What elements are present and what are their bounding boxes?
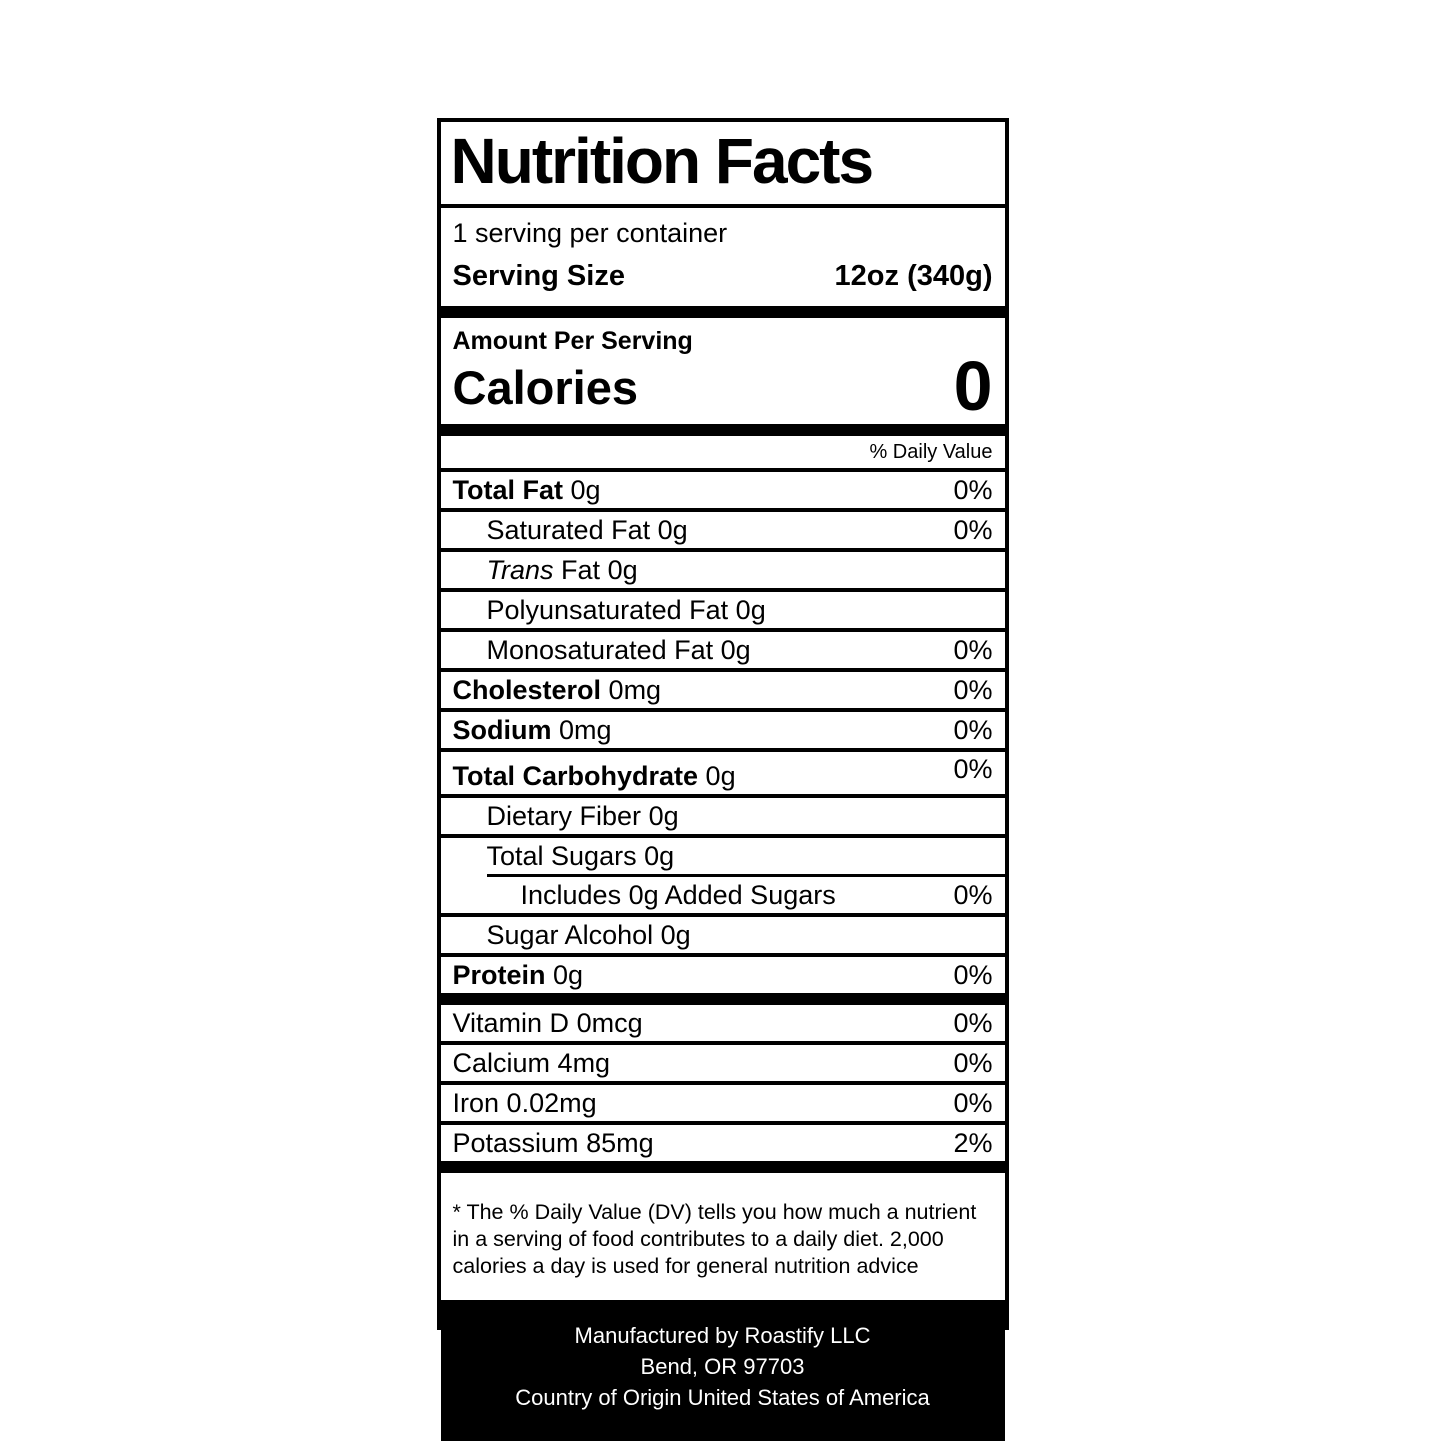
nutrient-name: Total Fat 0g [452,475,601,505]
nutrient-row-box: Sugar Alcohol 0g [440,917,1005,953]
vitamin-row-box: Potassium 85mg 2% [440,1125,1005,1161]
daily-value-pct: 0% [953,754,993,784]
nutrient-row-box: Dietary Fiber 0g [440,798,1005,834]
nutrient-name: Monosaturated Fat 0g [486,635,751,665]
nutrient-row-box: Total Sugars 0g Includes 0g Added Sugars 0… [440,838,1005,913]
nutrient-row: Polyunsaturated Fat 0g [441,592,1005,628]
vitamin-row-box: Vitamin D 0mcg 0% [440,1005,1005,1041]
label-title: Nutrition Facts [450,125,875,197]
nutrient-row-box: Sodium 0mg 0% [440,712,1005,748]
nutrient-name: Trans Fat 0g [486,555,638,585]
sub-separator [486,874,1005,877]
daily-value-pct: 0% [953,515,993,545]
vitamin-row-box: Calcium 4mg 0% [440,1045,1005,1081]
nutrient-row: Calcium 4mg 0% [441,1045,1005,1081]
vitamin-rows: Vitamin D 0mcg 0% Calcium 4mg 0% Iron 0.02mg… [440,1005,1005,1161]
daily-value-pct: 0% [953,1088,993,1118]
daily-value-pct: 0% [953,1008,993,1038]
daily-value-pct: 0% [953,635,993,665]
nutrient-name: Saturated Fat 0g [486,515,688,545]
calories-row: Calories 0 [452,347,993,425]
nutrient-row: Potassium 85mg 2% [441,1125,1005,1161]
nutrient-row: Iron 0.02mg 0% [441,1085,1005,1121]
calories-value: 0 [953,347,993,425]
nutrient-row: Total Carbohydrate 0g 0% [441,752,1005,794]
nutrient-name: Potassium 85mg [452,1128,654,1158]
nutrient-name: Includes 0g Added Sugars [520,880,836,910]
nutrient-row-box: Polyunsaturated Fat 0g [440,592,1005,628]
nutrient-row: Vitamin D 0mcg 0% [441,1005,1005,1041]
footer-line: Bend, OR 97703 [640,1354,805,1379]
daily-value-header: % Daily Value [440,436,1005,468]
nutrient-row-box: Protein 0g 0% [440,957,1005,993]
nutrient-name: Total Carbohydrate 0g [452,761,736,791]
nutrient-name: Dietary Fiber 0g [486,801,679,831]
footer-line: Country of Origin United States of Ameri… [515,1385,930,1410]
nutrient-row-box: Trans Fat 0g [440,552,1005,588]
daily-value-pct: 0% [953,960,993,990]
nutrient-row: Sugar Alcohol 0g [441,917,1005,953]
nutrient-row-box: Total Carbohydrate 0g 0% [440,752,1005,794]
nutrient-name: Polyunsaturated Fat 0g [486,595,766,625]
manufacturer-footer: Manufactured by Roastify LLC Bend, OR 977… [440,1304,1005,1441]
nutrient-row: Dietary Fiber 0g [441,798,1005,834]
footer-line: Manufactured by Roastify LLC [574,1323,871,1348]
vitamin-row-box: Iron 0.02mg 0% [440,1085,1005,1121]
nutrient-name: Sodium 0mg [452,715,612,745]
daily-value-pct: 0% [953,675,993,705]
calories-label: Calories [452,361,638,414]
nutrient-row: Sodium 0mg 0% [441,712,1005,748]
serving-panel: 1 serving per container Serving Size 12o… [440,208,1005,306]
nutrient-row: Total Sugars 0g [441,838,1005,874]
nutrient-row-box: Monosaturated Fat 0g 0% [440,632,1005,668]
nutrient-name: Protein 0g [452,960,584,990]
title-panel: Nutrition Facts [440,122,1005,204]
serving-size-value: 12oz (340g) [834,260,993,292]
nutrient-name: Sugar Alcohol 0g [486,920,691,950]
daily-value-pct: 0% [953,880,993,910]
daily-value-pct: 2% [953,1128,993,1158]
daily-value-pct: 0% [953,1048,993,1078]
nutrient-row-box: Saturated Fat 0g 0% [440,512,1005,548]
nutrient-row: Saturated Fat 0g 0% [441,512,1005,548]
amount-per-serving: Amount Per Serving [452,327,693,355]
daily-value-pct: 0% [953,715,993,745]
serving-size-row: Serving Size 12oz (340g) [453,258,993,294]
footnote-text: * The % Daily Value (DV) tells you how m… [452,1200,977,1278]
nutrient-row-box: Total Fat 0g 0% [440,472,1005,508]
nutrition-facts-label: Nutrition Facts 1 serving per container … [436,118,1009,1441]
nutrient-name: Iron 0.02mg [452,1088,597,1118]
nutrient-name: Calcium 4mg [452,1048,611,1078]
nutrient-name: Total Sugars 0g [486,841,675,871]
nutrient-row: Trans Fat 0g [441,552,1005,588]
nutrient-name: Vitamin D 0mcg [452,1008,643,1038]
nutrient-name: Cholesterol 0mg [452,675,662,705]
footnote-panel: * The % Daily Value (DV) tells you how m… [440,1173,1005,1300]
nutrient-row: Cholesterol 0mg 0% [441,672,1005,708]
nutrient-row: Protein 0g 0% [441,957,1005,993]
calories-panel: Amount Per Serving Calories 0 [440,318,1005,425]
daily-value-pct: 0% [953,475,993,505]
nutrient-row: Total Fat 0g 0% [441,472,1005,508]
nutrient-row-box: Cholesterol 0mg 0% [440,672,1005,708]
nutrient-row: Monosaturated Fat 0g 0% [441,632,1005,668]
nutrient-rows: Total Fat 0g 0% Saturated Fat 0g 0% Trans Fa… [440,472,1005,993]
serving-size-label: Serving Size [452,260,625,292]
servings-per-container: 1 serving per container [452,218,728,248]
nutrient-row: Includes 0g Added Sugars 0% [441,877,1005,913]
